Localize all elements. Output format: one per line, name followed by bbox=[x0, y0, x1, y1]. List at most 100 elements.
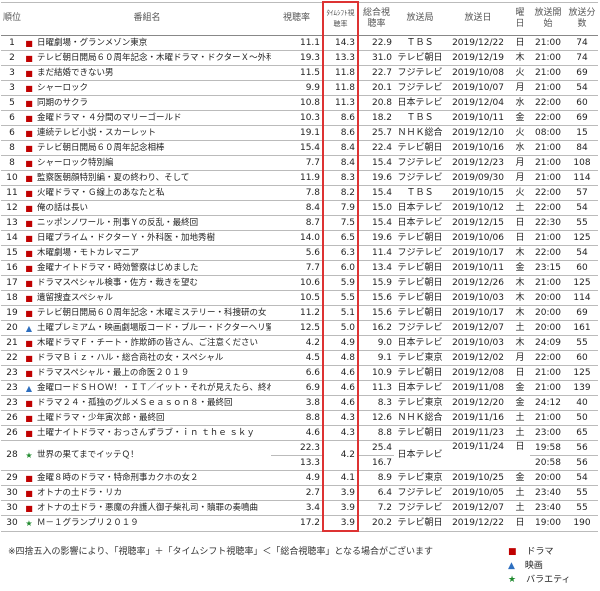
cell: テレビ朝日 bbox=[394, 275, 447, 291]
genre-icon: ■ bbox=[23, 80, 35, 96]
cell: 連続テレビ小説・スカーレット bbox=[35, 125, 272, 141]
cell: フジテレビ bbox=[394, 500, 447, 516]
cell: 22:00 bbox=[530, 95, 567, 111]
cell: 4.2 bbox=[322, 440, 360, 471]
cell: 26 bbox=[1, 425, 23, 441]
cell: 4.6 bbox=[322, 380, 360, 396]
cell: 21 bbox=[1, 335, 23, 351]
cell: 15.4 bbox=[358, 155, 395, 171]
cell: テレビ朝日開局６０周年記念相棒 bbox=[35, 140, 272, 156]
table-row: 26 ■ 土曜ドラマ・少年寅次郎・最終回 8.8 4.3 12.6 ＮＨＫ総合 2019/11… bbox=[1, 410, 599, 426]
cell: 4.8 bbox=[322, 350, 360, 366]
cell: 6.0 bbox=[322, 260, 360, 276]
cell: 2019/10/11 bbox=[446, 110, 511, 126]
cell: 2019/10/12 bbox=[446, 200, 511, 216]
cell: 2019/10/03 bbox=[446, 335, 511, 351]
cell: ドラマスペシャル・最上の命医２０１９ bbox=[35, 365, 272, 381]
cell: 54 bbox=[566, 245, 599, 261]
cell: 40 bbox=[566, 395, 599, 411]
cell: 15 bbox=[566, 125, 599, 141]
table-row: 23 ▲ 金曜ロードＳＨＯＷ！・ＩＴ／イット・それが見えたら、終わり。 6.9 4.6 1… bbox=[1, 380, 599, 396]
footnote: ※四捨五入の影響により、「視聴率」＋「タイムシフト視聴率」＜「総合視聴率」となる… bbox=[8, 547, 434, 557]
cell: 4.6 bbox=[322, 395, 360, 411]
cell: 10.3 bbox=[271, 110, 324, 126]
cell: テレビ朝日 bbox=[394, 425, 447, 441]
table-row: 11 ■ 火曜ドラマ・Ｇ線上のあなたと私 7.8 8.2 15.4 ＴＢＳ 2019/10/1… bbox=[1, 185, 599, 201]
cell: 74 bbox=[566, 50, 599, 66]
cell: 54 bbox=[566, 200, 599, 216]
cell: フジテレビ bbox=[394, 320, 447, 336]
cell: テレビ東京 bbox=[394, 395, 447, 411]
cell: 8.6 bbox=[322, 110, 360, 126]
cell: 木 bbox=[510, 245, 531, 261]
cell: 2019/12/10 bbox=[446, 125, 511, 141]
cell: 3 bbox=[1, 65, 23, 81]
cell: 2019/12/15 bbox=[446, 215, 511, 231]
column-header: 番組名 bbox=[23, 1, 272, 36]
cell: 21:00 bbox=[530, 80, 567, 96]
cell: 6.6 bbox=[271, 365, 324, 381]
cell: 54 bbox=[566, 80, 599, 96]
cell: 56 bbox=[566, 440, 599, 456]
cell: テレビ朝日開局６０周年記念・木曜ドラマ・ドクターＸ～外科医・大門未知子～最終回 bbox=[35, 50, 272, 66]
cell: 21:00 bbox=[530, 65, 567, 81]
cell: 監察医朝顔特別編・夏の終わり、そして bbox=[35, 170, 272, 186]
cell: 24:12 bbox=[530, 395, 567, 411]
cell: 4.2 bbox=[271, 335, 324, 351]
cell: 4.6 bbox=[271, 425, 324, 441]
table-row: 13 ■ ニッポンノワール・刑事Ｙの反乱・最終回 8.7 7.5 15.4 日本テレビ 201… bbox=[1, 215, 599, 231]
genre-icon: ■ bbox=[23, 395, 35, 411]
cell: 日本テレビ bbox=[394, 200, 447, 216]
cell: 木 bbox=[510, 335, 531, 351]
cell: 8.3 bbox=[358, 395, 395, 411]
cell: 3.8 bbox=[271, 395, 324, 411]
cell: 29 bbox=[1, 470, 23, 486]
cell: 65 bbox=[566, 425, 599, 441]
cell: 火 bbox=[510, 125, 531, 141]
cell: 日曜プライム・ドクターＹ・外科医・加地秀樹 bbox=[35, 230, 272, 246]
cell: 8.8 bbox=[358, 425, 395, 441]
cell: 190 bbox=[566, 515, 599, 532]
cell: 12.5 bbox=[271, 320, 324, 336]
cell: 2019/10/06 bbox=[446, 230, 511, 246]
cell: テレビ東京 bbox=[394, 470, 447, 486]
cell: フジテレビ bbox=[394, 245, 447, 261]
cell: 2019/10/05 bbox=[446, 485, 511, 501]
cell: 21:00 bbox=[530, 50, 567, 66]
legend-icon: ★ bbox=[508, 575, 517, 585]
cell: 8 bbox=[1, 155, 23, 171]
genre-icon: ■ bbox=[23, 245, 35, 261]
cell: 19.3 bbox=[271, 50, 324, 66]
cell: 31.0 bbox=[358, 50, 395, 66]
cell: テレビ朝日 bbox=[394, 365, 447, 381]
cell: 土曜プレミアム・映画劇場版コード・ブルー・ドクターヘリ緊急救命 bbox=[35, 320, 272, 336]
cell: 13.3 bbox=[322, 50, 360, 66]
cell: 3.9 bbox=[322, 500, 360, 516]
table-row: 8 ■ シャーロック特別編 7.7 8.4 15.4 フジテレビ 2019/12/23 月 21:… bbox=[1, 155, 599, 171]
cell: 10.5 bbox=[271, 290, 324, 306]
cell: 14.0 bbox=[271, 230, 324, 246]
cell: 21:00 bbox=[530, 155, 567, 171]
cell: 9.9 bbox=[271, 80, 324, 96]
cell: 11.4 bbox=[358, 245, 395, 261]
column-header: 放送分数 bbox=[566, 1, 599, 36]
genre-icon: ■ bbox=[23, 125, 35, 141]
cell: 5.9 bbox=[322, 275, 360, 291]
cell: 月 bbox=[510, 350, 531, 366]
cell: 11.5 bbox=[271, 65, 324, 81]
cell: 2019/09/30 bbox=[446, 170, 511, 186]
table-row: 2■テレビ朝日開局６０周年記念・木曜ドラマ・ドクターＸ～外科医・大門未知子～最終… bbox=[1, 50, 599, 66]
cell: 17.2 bbox=[271, 515, 324, 532]
cell: 2019/10/25 bbox=[446, 470, 511, 486]
genre-icon: ■ bbox=[23, 425, 35, 441]
cell: 日 bbox=[510, 515, 531, 532]
cell: 22 bbox=[1, 350, 23, 366]
legend-item: ★ バラエティ bbox=[508, 573, 571, 587]
table-row: 13.3 16.7 20:58 56 bbox=[1, 455, 599, 471]
cell: 金曜ナイトドラマ・時効警察はじめました bbox=[35, 260, 272, 276]
cell: 8 bbox=[1, 140, 23, 156]
cell: 21:00 bbox=[530, 170, 567, 186]
cell: 2019/12/08 bbox=[446, 365, 511, 381]
cell: 17 bbox=[1, 275, 23, 291]
cell: 金 bbox=[510, 110, 531, 126]
